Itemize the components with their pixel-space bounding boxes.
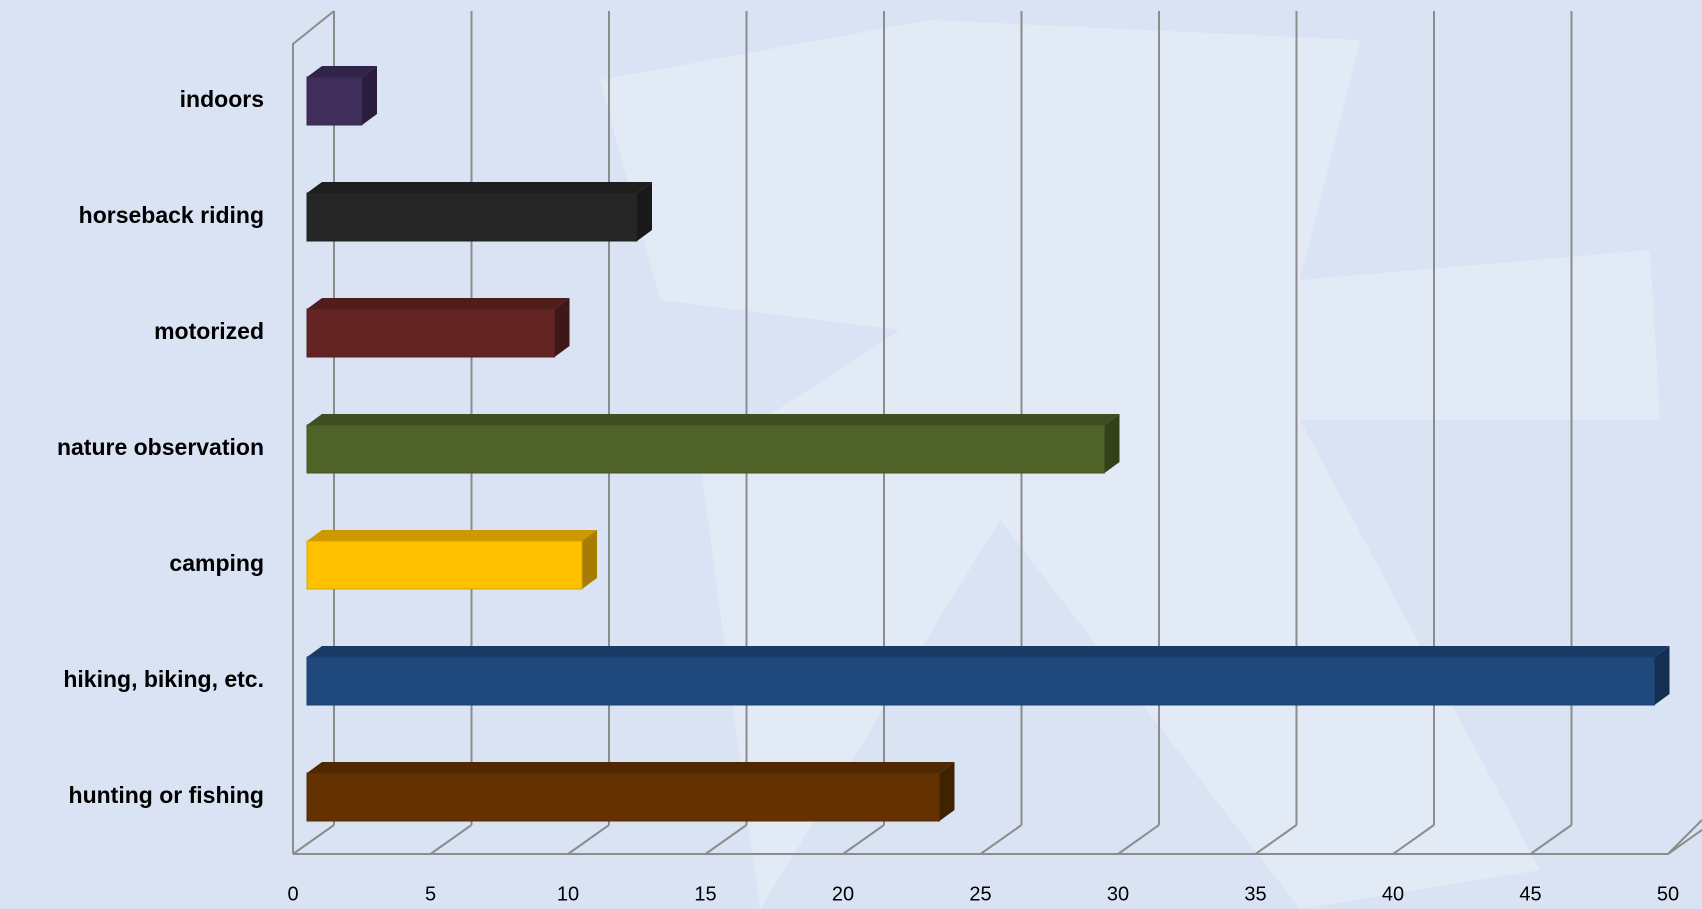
category-label: indoors: [180, 86, 264, 112]
bar-top: [307, 298, 570, 309]
bar-top: [307, 182, 652, 193]
x-tick-label: 25: [969, 883, 991, 905]
bar-top: [307, 530, 597, 541]
category-label: camping: [169, 550, 264, 576]
x-tick-label: 35: [1244, 883, 1266, 905]
bar: [307, 193, 637, 241]
bar-top: [307, 762, 955, 773]
x-tick-label: 30: [1107, 883, 1129, 905]
x-tick-label: 20: [832, 883, 854, 905]
x-tick-label: 15: [694, 883, 716, 905]
bar: [307, 657, 1655, 705]
bar: [307, 77, 362, 125]
category-label: nature observation: [57, 434, 264, 460]
bar: [307, 309, 555, 357]
x-tick-label: 10: [557, 883, 579, 905]
bar-top: [307, 414, 1120, 425]
chart: 0 5 10 15 20 25 30 35 40 45 50 indoors horseback ri…: [0, 0, 1702, 909]
x-tick-label: 40: [1382, 883, 1404, 905]
x-tick-label: 45: [1519, 883, 1541, 905]
bar-top: [307, 646, 1670, 657]
bar: [307, 425, 1105, 473]
x-tick-label: 0: [287, 883, 298, 905]
bar: [307, 541, 582, 589]
bar: [307, 773, 940, 821]
category-label: hunting or fishing: [69, 782, 264, 808]
category-label: motorized: [154, 318, 264, 344]
x-tick-label: 50: [1657, 883, 1679, 905]
x-tick-label: 5: [425, 883, 436, 905]
category-label: horseback riding: [79, 202, 264, 228]
category-label: hiking, biking, etc.: [63, 666, 264, 692]
